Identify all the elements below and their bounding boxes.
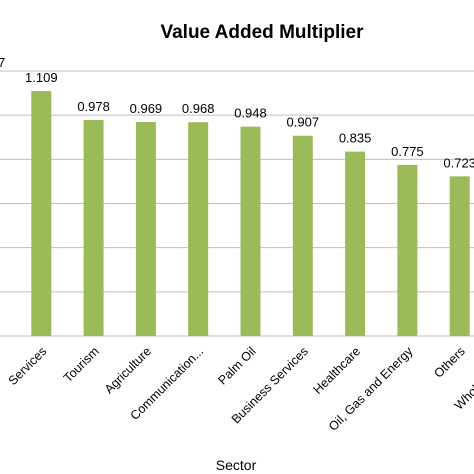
bar [292, 135, 313, 336]
bar [240, 126, 261, 337]
bar [449, 176, 470, 336]
x-tick-label: Tourism [61, 344, 102, 385]
value-label: 0.948 [234, 106, 267, 121]
value-label: 1.109 [25, 70, 58, 85]
value-label: 0.775 [391, 144, 424, 159]
value-label: 0.968 [182, 101, 215, 116]
bar [188, 122, 209, 336]
bar [135, 122, 156, 336]
x-tick-label: Services [6, 344, 50, 388]
value-label: 0.723 [443, 155, 474, 170]
value-label: 0.835 [339, 131, 372, 146]
x-tick-label: Palm Oil [215, 344, 258, 387]
value-label: 1.177 [0, 55, 5, 70]
value-label: 0.969 [130, 101, 163, 116]
x-tick-label: Healthcare [311, 344, 364, 397]
value-label: 0.907 [287, 115, 320, 130]
bar [397, 164, 418, 336]
x-tick-label: Agriculture [102, 344, 154, 396]
chart-title: Value Added Multiplier [160, 22, 364, 43]
x-tick-label: Others [431, 344, 467, 380]
x-axis-title: Sector [216, 457, 257, 473]
bar [83, 120, 104, 337]
bar [31, 91, 52, 337]
value-label: 0.978 [77, 99, 110, 114]
bar [345, 151, 366, 336]
